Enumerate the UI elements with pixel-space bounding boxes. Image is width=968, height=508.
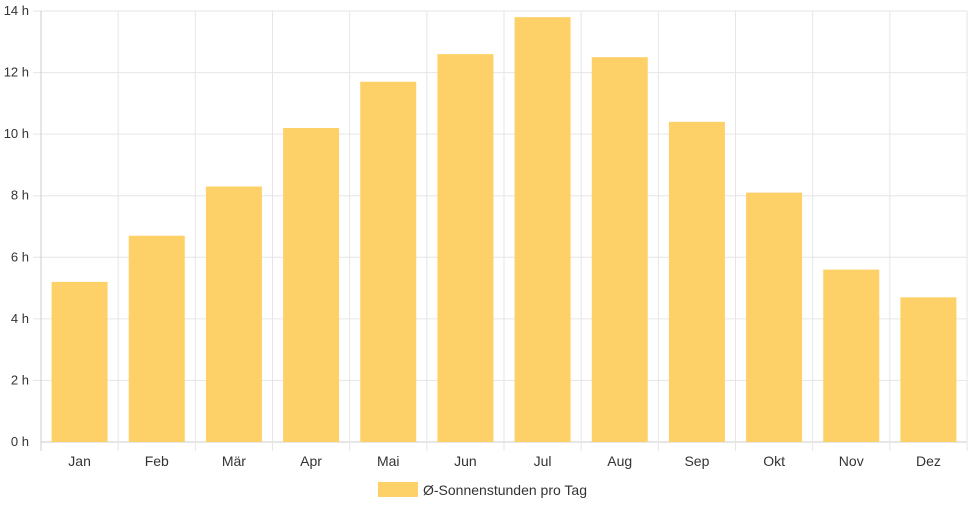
bar-okt[interactable] [746, 192, 803, 442]
y-tick-label: 8 h [11, 188, 29, 203]
x-axis: Jan Feb Mär Apr Mai Jun Jul Aug Sep Okt Nov Dez [68, 453, 941, 469]
bar-jun[interactable] [437, 54, 494, 442]
x-tick-label: Mär [222, 453, 246, 469]
x-tick-label: Jun [454, 453, 477, 469]
bar-nov[interactable] [823, 269, 880, 442]
legend-label: Ø-Sonnenstunden pro Tag [423, 482, 587, 498]
x-tick-label: Apr [300, 453, 322, 469]
bar-jan[interactable] [51, 281, 108, 442]
y-tick-label: 12 h [4, 65, 29, 80]
x-tick-label: Feb [145, 453, 169, 469]
y-tick-label: 0 h [11, 434, 29, 449]
bar-aug[interactable] [591, 57, 648, 443]
bar-dez[interactable] [900, 297, 957, 442]
legend-swatch [378, 482, 418, 497]
y-axis: 0 h 2 h 4 h 6 h 8 h 10 h 12 h 14 h [4, 3, 29, 449]
x-tick-label: Mai [377, 453, 400, 469]
bars [51, 17, 957, 443]
legend[interactable]: Ø-Sonnenstunden pro Tag [378, 482, 587, 498]
bar-mai[interactable] [360, 81, 417, 443]
x-tick-label: Dez [916, 453, 941, 469]
x-tick-label: Nov [839, 453, 864, 469]
y-tick-label: 4 h [11, 311, 29, 326]
x-tick-label: Sep [684, 453, 709, 469]
bar-sep[interactable] [668, 121, 725, 442]
grid [33, 10, 968, 451]
y-tick-label: 6 h [11, 249, 29, 264]
x-tick-label: Jul [534, 453, 552, 469]
x-tick-label: Jan [68, 453, 91, 469]
bar-mär[interactable] [205, 186, 262, 442]
bar-jul[interactable] [514, 17, 571, 443]
y-tick-label: 14 h [4, 3, 29, 18]
bar-apr[interactable] [283, 127, 340, 442]
x-tick-label: Okt [763, 453, 785, 469]
x-tick-label: Aug [607, 453, 632, 469]
y-tick-label: 10 h [4, 126, 29, 141]
bar-feb[interactable] [128, 235, 185, 442]
y-tick-label: 2 h [11, 372, 29, 387]
